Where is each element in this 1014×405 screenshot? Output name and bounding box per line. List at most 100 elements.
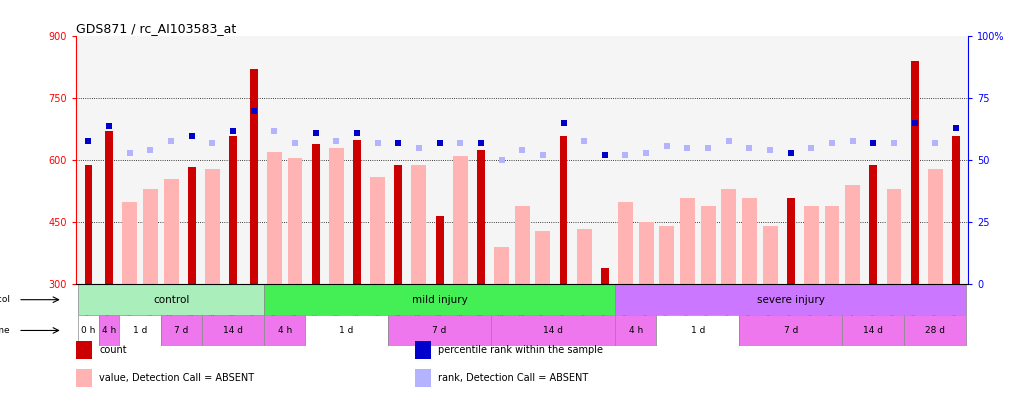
Point xyxy=(783,150,799,156)
Bar xyxy=(288,158,302,284)
Bar xyxy=(229,136,237,284)
Text: count: count xyxy=(99,345,127,355)
Bar xyxy=(656,315,739,346)
Bar xyxy=(560,136,568,284)
Bar xyxy=(491,315,615,346)
Bar xyxy=(721,189,736,284)
Point xyxy=(307,130,323,136)
Bar xyxy=(619,202,633,284)
Bar xyxy=(515,206,529,284)
Point xyxy=(369,140,385,146)
Text: percentile rank within the sample: percentile rank within the sample xyxy=(438,345,603,355)
Bar xyxy=(886,189,901,284)
Bar xyxy=(202,315,264,346)
Point xyxy=(163,137,179,144)
Text: 7 d: 7 d xyxy=(784,326,798,335)
Point xyxy=(514,147,530,154)
Bar xyxy=(763,226,778,284)
Point xyxy=(865,140,881,146)
Bar xyxy=(105,132,113,284)
Text: 4 h: 4 h xyxy=(102,326,117,335)
Point xyxy=(803,145,819,151)
Bar xyxy=(267,152,282,284)
Text: 14 d: 14 d xyxy=(544,326,563,335)
Bar xyxy=(601,268,608,284)
Point xyxy=(700,145,716,151)
Point xyxy=(204,140,220,146)
Bar xyxy=(388,315,491,346)
Point xyxy=(225,128,241,134)
Bar xyxy=(577,228,591,284)
Point xyxy=(287,140,303,146)
Point xyxy=(576,137,592,144)
Bar xyxy=(120,315,161,346)
Bar xyxy=(78,315,98,346)
Bar xyxy=(370,177,385,284)
Point xyxy=(638,150,654,156)
Bar xyxy=(535,230,551,284)
Point xyxy=(762,147,778,154)
Point xyxy=(927,140,943,146)
Bar xyxy=(494,247,509,284)
Bar xyxy=(311,144,319,284)
Point xyxy=(845,137,861,144)
Bar xyxy=(78,284,264,315)
Point xyxy=(494,157,510,164)
Bar xyxy=(84,164,92,284)
Point xyxy=(349,130,365,136)
Bar xyxy=(904,315,966,346)
Point xyxy=(618,152,634,159)
Text: GDS871 / rc_AI103583_at: GDS871 / rc_AI103583_at xyxy=(76,22,236,35)
Point xyxy=(473,140,489,146)
Bar xyxy=(639,222,654,284)
Text: 0 h: 0 h xyxy=(81,326,95,335)
Point xyxy=(411,145,427,151)
Point xyxy=(245,108,262,114)
Point xyxy=(80,137,96,144)
Bar xyxy=(353,140,361,284)
Point xyxy=(390,140,407,146)
Point xyxy=(556,120,572,126)
Bar xyxy=(394,164,403,284)
Text: 4 h: 4 h xyxy=(278,326,292,335)
Point xyxy=(452,140,468,146)
Bar xyxy=(615,315,656,346)
Bar xyxy=(804,206,819,284)
Point xyxy=(142,147,158,154)
Text: severe injury: severe injury xyxy=(756,295,824,305)
Text: 14 d: 14 d xyxy=(223,326,243,335)
Point xyxy=(267,128,283,134)
Bar xyxy=(264,315,305,346)
Text: 1 d: 1 d xyxy=(340,326,354,335)
Bar xyxy=(161,315,202,346)
Bar xyxy=(412,164,426,284)
Point xyxy=(596,152,612,159)
Bar xyxy=(76,341,92,359)
Point xyxy=(101,122,118,129)
Text: 28 d: 28 d xyxy=(926,326,945,335)
Text: protocol: protocol xyxy=(0,295,10,304)
Bar xyxy=(952,136,960,284)
Bar xyxy=(615,284,966,315)
Bar xyxy=(739,315,843,346)
Bar xyxy=(76,369,92,387)
Point xyxy=(122,150,138,156)
Bar xyxy=(249,70,258,284)
Text: 14 d: 14 d xyxy=(863,326,883,335)
Bar xyxy=(846,185,860,284)
Text: rank, Detection Call = ABSENT: rank, Detection Call = ABSENT xyxy=(438,373,588,383)
Bar xyxy=(843,315,904,346)
Point xyxy=(721,137,737,144)
Bar xyxy=(453,156,467,284)
Point xyxy=(534,152,551,159)
Bar xyxy=(928,168,943,284)
Text: 4 h: 4 h xyxy=(629,326,643,335)
Bar xyxy=(742,198,756,284)
Point xyxy=(948,125,964,131)
Text: mild injury: mild injury xyxy=(412,295,467,305)
Bar xyxy=(477,150,485,284)
Bar xyxy=(163,179,178,284)
Bar xyxy=(436,216,443,284)
Text: value, Detection Call = ABSENT: value, Detection Call = ABSENT xyxy=(99,373,255,383)
Point xyxy=(824,140,841,146)
